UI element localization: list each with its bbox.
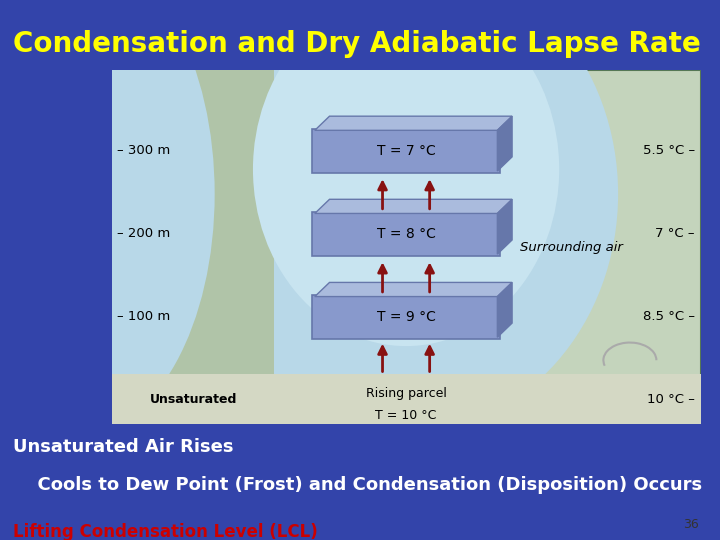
Text: 5.5 °C –: 5.5 °C – bbox=[642, 144, 695, 157]
FancyBboxPatch shape bbox=[312, 212, 500, 256]
Polygon shape bbox=[498, 116, 512, 171]
FancyBboxPatch shape bbox=[112, 374, 701, 424]
Text: Unsaturated Air Rises: Unsaturated Air Rises bbox=[13, 438, 233, 456]
Text: 8.5 °C –: 8.5 °C – bbox=[643, 310, 695, 323]
Polygon shape bbox=[315, 282, 512, 296]
Text: – 300 m: – 300 m bbox=[117, 144, 171, 157]
FancyBboxPatch shape bbox=[312, 295, 500, 339]
Polygon shape bbox=[315, 116, 512, 130]
Text: Rising parcel: Rising parcel bbox=[366, 387, 446, 400]
Ellipse shape bbox=[0, 0, 215, 433]
Text: T = 9 °C: T = 9 °C bbox=[377, 310, 436, 324]
Text: 36: 36 bbox=[683, 518, 698, 531]
Polygon shape bbox=[498, 199, 512, 254]
Text: Condensation and Dry Adiabatic Lapse Rate: Condensation and Dry Adiabatic Lapse Rat… bbox=[13, 30, 701, 58]
Polygon shape bbox=[498, 282, 512, 338]
FancyBboxPatch shape bbox=[312, 129, 500, 173]
Text: Surrounding air: Surrounding air bbox=[520, 240, 622, 254]
Ellipse shape bbox=[253, 0, 559, 346]
Text: – 200 m: – 200 m bbox=[117, 227, 171, 240]
FancyBboxPatch shape bbox=[112, 70, 701, 424]
Ellipse shape bbox=[194, 0, 618, 433]
FancyBboxPatch shape bbox=[112, 70, 274, 424]
Text: T = 7 °C: T = 7 °C bbox=[377, 144, 436, 158]
Text: Cools to Dew Point (Frost) and Condensation (Disposition) Occurs: Cools to Dew Point (Frost) and Condensat… bbox=[25, 476, 702, 494]
Text: – 100 m: – 100 m bbox=[117, 310, 171, 323]
Text: T = 8 °C: T = 8 °C bbox=[377, 227, 436, 241]
Polygon shape bbox=[315, 199, 512, 213]
Text: T = 10 °C: T = 10 °C bbox=[375, 409, 437, 422]
Text: 7 °C –: 7 °C – bbox=[655, 227, 695, 240]
Text: 10 °C –: 10 °C – bbox=[647, 393, 695, 406]
Text: Unsaturated: Unsaturated bbox=[150, 393, 238, 406]
Text: Lifting Condensation Level (LCL): Lifting Condensation Level (LCL) bbox=[13, 523, 318, 540]
